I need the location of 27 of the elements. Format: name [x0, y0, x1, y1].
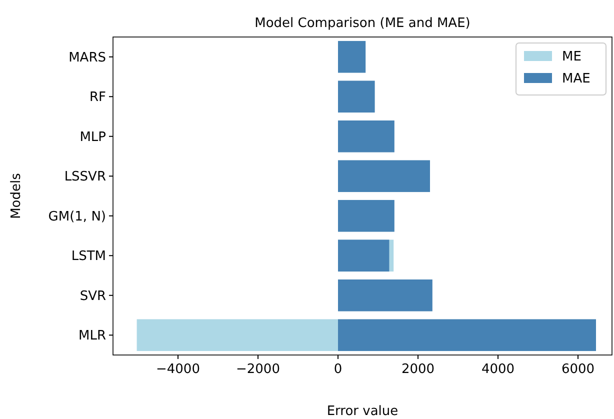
y-tick-label: RF [89, 90, 106, 106]
x-tick-label: 2000 [401, 362, 435, 377]
x-tick-label: 4000 [481, 362, 515, 377]
x-axis-title: Error value [326, 404, 398, 419]
bar [338, 40, 366, 73]
y-tick-label: GM(1, N) [48, 209, 106, 224]
bar [338, 80, 375, 113]
chart-title: Model Comparison (ME and MAE) [254, 16, 470, 31]
bar [338, 279, 432, 312]
y-tick-label: MARS [68, 50, 106, 66]
y-tick-label: MLR [78, 328, 106, 344]
bar [338, 319, 596, 352]
y-tick-label: SVR [80, 288, 106, 304]
y-axis-title: Models [9, 172, 24, 219]
y-tick-label: LSSVR [64, 170, 106, 185]
bar [338, 200, 394, 232]
x-tick-label: 0 [334, 362, 342, 377]
legend-label: MAE [562, 72, 590, 87]
x-tick-label: 6000 [561, 362, 595, 377]
bar [338, 120, 394, 152]
y-tick-label: LSTM [71, 249, 106, 264]
x-tick-label: −4000 [156, 362, 200, 377]
bar [136, 319, 338, 352]
x-tick-label: −2000 [236, 362, 280, 377]
legend-label: ME [562, 50, 582, 65]
bar [338, 160, 430, 192]
y-tick-label: MLP [80, 130, 106, 145]
